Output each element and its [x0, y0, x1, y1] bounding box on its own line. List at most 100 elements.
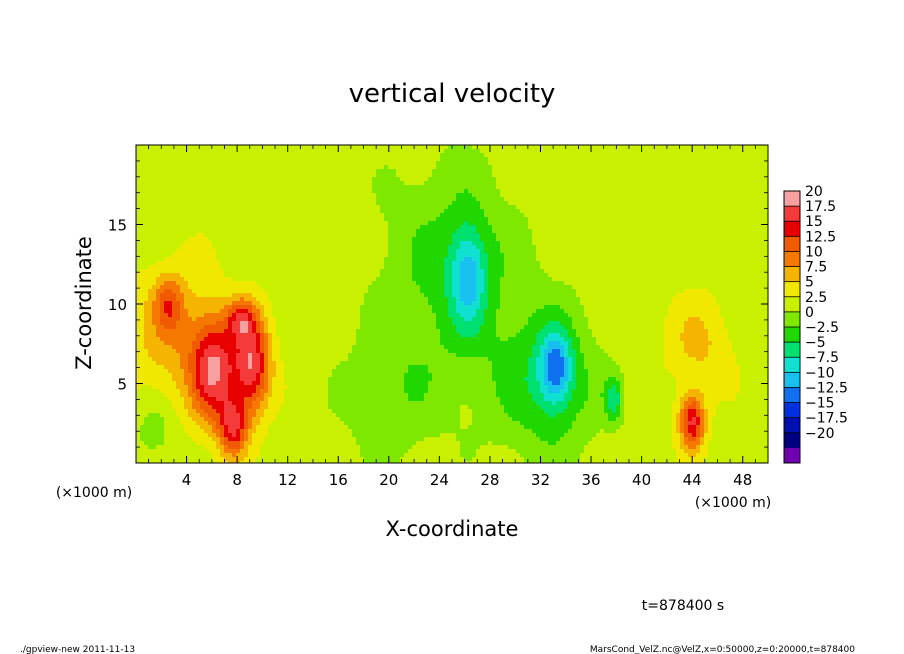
heatmap-cell [284, 237, 289, 242]
heatmap-cell [620, 177, 625, 182]
heatmap-cell [512, 157, 517, 162]
heatmap-cell [248, 145, 253, 150]
heatmap-cell [696, 161, 701, 166]
heatmap-cell [692, 229, 697, 234]
heatmap-cell [244, 225, 249, 230]
heatmap-cell [760, 209, 765, 214]
heatmap-cell [568, 201, 573, 206]
heatmap-cell [624, 173, 629, 178]
heatmap-cell [544, 165, 549, 170]
heatmap-cell [480, 193, 485, 198]
heatmap-cell [256, 213, 261, 218]
heatmap-cell [680, 221, 685, 226]
heatmap-cell [208, 189, 213, 194]
heatmap-cell [384, 241, 389, 246]
heatmap-cell [624, 181, 629, 186]
heatmap-cell [140, 269, 145, 274]
heatmap-cell [620, 241, 625, 246]
heatmap-cell [584, 157, 589, 162]
heatmap-cell [452, 181, 457, 186]
heatmap-cell [752, 257, 757, 262]
heatmap-cell [524, 161, 529, 166]
heatmap-cell [688, 165, 693, 170]
heatmap-cell [644, 197, 649, 202]
heatmap-cell [332, 269, 337, 274]
heatmap-cell [220, 189, 225, 194]
heatmap-cell [672, 217, 677, 222]
heatmap-cell [668, 145, 673, 150]
heatmap-cell [444, 149, 449, 154]
heatmap-cell [400, 189, 405, 194]
heatmap-cell [656, 185, 661, 190]
heatmap-cell [228, 205, 233, 210]
heatmap-cell [740, 193, 745, 198]
heatmap-cell [728, 249, 733, 254]
heatmap-cell [312, 201, 317, 206]
heatmap-cell [188, 161, 193, 166]
heatmap-cell [600, 265, 605, 270]
heatmap-cell [572, 237, 577, 242]
heatmap-cell [424, 225, 429, 230]
heatmap-cell [156, 185, 161, 190]
heatmap-cell [288, 233, 293, 238]
heatmap-cell [556, 193, 561, 198]
heatmap-cell [232, 209, 237, 214]
heatmap-cell [348, 153, 353, 158]
heatmap-cell [596, 169, 601, 174]
heatmap-cell [616, 209, 621, 214]
heatmap-cell [464, 185, 469, 190]
heatmap-cell [268, 249, 273, 254]
heatmap-cell [528, 217, 533, 222]
heatmap-cell [136, 237, 141, 242]
heatmap-cell [316, 245, 321, 250]
heatmap-cell [428, 245, 433, 250]
heatmap-cell [604, 237, 609, 242]
heatmap-cell [652, 157, 657, 162]
heatmap-cell [732, 225, 737, 230]
heatmap-cell [476, 241, 481, 246]
heatmap-cell [672, 249, 677, 254]
heatmap-cell [304, 185, 309, 190]
heatmap-cell [404, 209, 409, 214]
heatmap-cell [548, 197, 553, 202]
heatmap-cell [740, 233, 745, 238]
heatmap-cell [536, 245, 541, 250]
heatmap-cell [176, 193, 181, 198]
heatmap-cell [256, 261, 261, 266]
heatmap-cell [712, 265, 717, 270]
heatmap-cell [504, 169, 509, 174]
heatmap-cell [668, 221, 673, 226]
heatmap-cell [376, 221, 381, 226]
heatmap-cell [192, 149, 197, 154]
heatmap-cell [208, 169, 213, 174]
heatmap-cell [452, 161, 457, 166]
heatmap-cell [140, 253, 145, 258]
heatmap-cell [568, 145, 573, 150]
heatmap-cell [564, 169, 569, 174]
heatmap-cell [728, 185, 733, 190]
heatmap-cell [440, 221, 445, 226]
heatmap-cell [380, 157, 385, 162]
heatmap-cell [256, 253, 261, 258]
heatmap-cell [496, 265, 501, 270]
heatmap-cell [396, 169, 401, 174]
heatmap-cell [728, 157, 733, 162]
heatmap-cell [144, 229, 149, 234]
heatmap-cell [712, 201, 717, 206]
heatmap-cell [332, 201, 337, 206]
heatmap-cell [384, 161, 389, 166]
heatmap-cell [756, 169, 761, 174]
heatmap-cell [512, 205, 517, 210]
heatmap-cell [692, 261, 697, 266]
heatmap-cell [444, 161, 449, 166]
heatmap-cell [356, 249, 361, 254]
heatmap-cell [396, 161, 401, 166]
heatmap-cell [296, 177, 301, 182]
heatmap-cell [368, 241, 373, 246]
heatmap-cell [764, 241, 769, 246]
heatmap-cell [180, 185, 185, 190]
heatmap-cell [444, 245, 449, 250]
heatmap-cell [696, 197, 701, 202]
heatmap-cell [528, 225, 533, 230]
heatmap-cell [492, 245, 497, 250]
